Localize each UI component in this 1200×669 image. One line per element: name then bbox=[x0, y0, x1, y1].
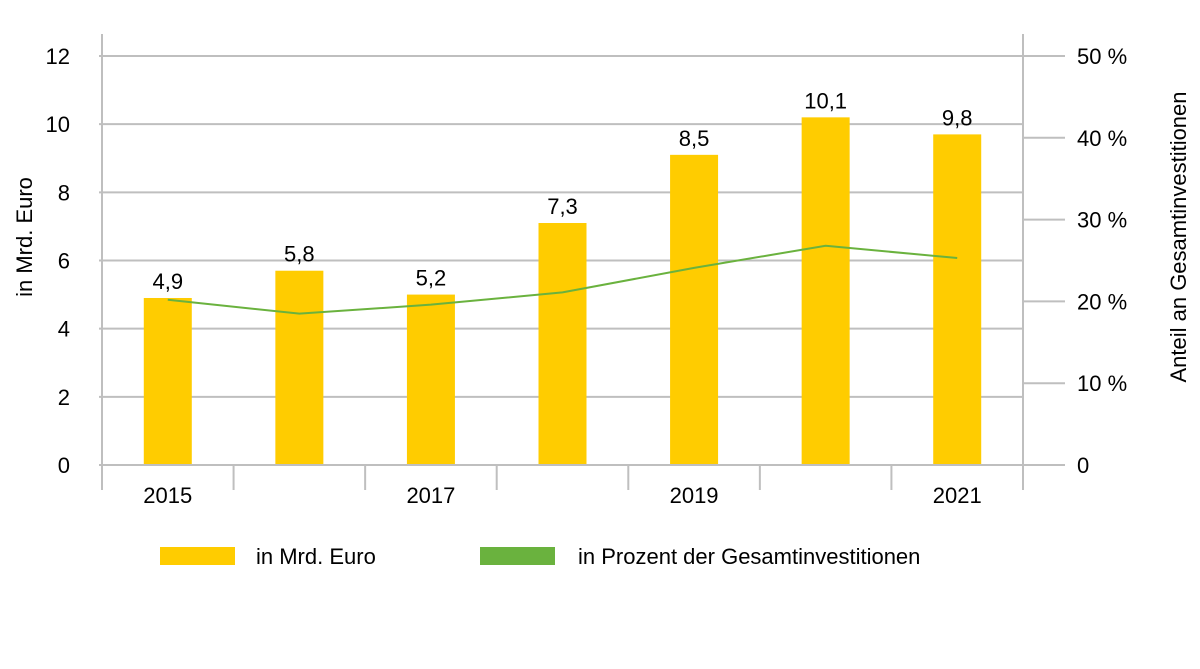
data-label: 9,8 bbox=[942, 105, 973, 130]
data-label: 5,2 bbox=[416, 266, 447, 291]
bar bbox=[670, 154, 719, 465]
x-axis-tick-label: 2017 bbox=[406, 483, 455, 508]
legend: in Mrd. Euro in Prozent der Gesamtinvest… bbox=[160, 544, 920, 569]
line-series bbox=[167, 244, 958, 315]
legend-swatch-bar bbox=[160, 547, 235, 565]
bar bbox=[143, 297, 192, 465]
right-axis-tick-label: 40 % bbox=[1077, 126, 1127, 151]
left-axis-tick-label: 8 bbox=[58, 180, 70, 205]
legend-label-bar: in Mrd. Euro bbox=[256, 544, 376, 569]
right-axis-tick-label: 20 % bbox=[1077, 289, 1127, 314]
bar bbox=[406, 294, 455, 465]
data-label: 4,9 bbox=[152, 269, 183, 294]
right-axis-tick-label: 50 % bbox=[1077, 44, 1127, 69]
left-axis-title: in Mrd. Euro bbox=[12, 177, 37, 297]
data-label: 7,3 bbox=[547, 194, 578, 219]
x-axis-tick-label: 2019 bbox=[670, 483, 719, 508]
right-axis-tick-label: 30 % bbox=[1077, 208, 1127, 233]
bar bbox=[933, 134, 982, 465]
bar bbox=[538, 223, 587, 465]
bar bbox=[275, 270, 324, 465]
right-axis-tick-label: 0 bbox=[1077, 453, 1089, 478]
left-axis-tick-label: 4 bbox=[58, 317, 70, 342]
bar-series bbox=[143, 117, 982, 465]
axes bbox=[99, 34, 1065, 490]
data-label: 8,5 bbox=[679, 126, 710, 151]
bar bbox=[801, 117, 850, 465]
x-axis-tick-label: 2015 bbox=[143, 483, 192, 508]
left-axis-tick-label: 6 bbox=[58, 249, 70, 274]
tick-labels: 0 2 4 6 8 10 12 0 10 % 20 % 30 % 40 % 50 % 2015 2017 20… bbox=[46, 44, 1128, 508]
right-axis-tick-label: 10 % bbox=[1077, 371, 1127, 396]
data-label: 10,1 bbox=[804, 88, 847, 113]
left-axis-tick-label: 10 bbox=[46, 112, 70, 137]
data-labels: 4,9 5,8 5,2 7,3 8,5 10,1 9,8 bbox=[152, 88, 972, 294]
legend-swatch-line bbox=[480, 547, 555, 565]
left-axis-tick-label: 2 bbox=[58, 385, 70, 410]
line-path bbox=[167, 244, 958, 315]
x-axis-tick-label: 2021 bbox=[933, 483, 982, 508]
data-label: 5,8 bbox=[284, 242, 315, 267]
right-axis-title: Anteil an Gesamtinvestitionen bbox=[1166, 91, 1191, 382]
left-axis-tick-label: 12 bbox=[46, 44, 70, 69]
left-axis-tick-label: 0 bbox=[58, 453, 70, 478]
legend-label-line: in Prozent der Gesamtinvestitionen bbox=[578, 544, 920, 569]
